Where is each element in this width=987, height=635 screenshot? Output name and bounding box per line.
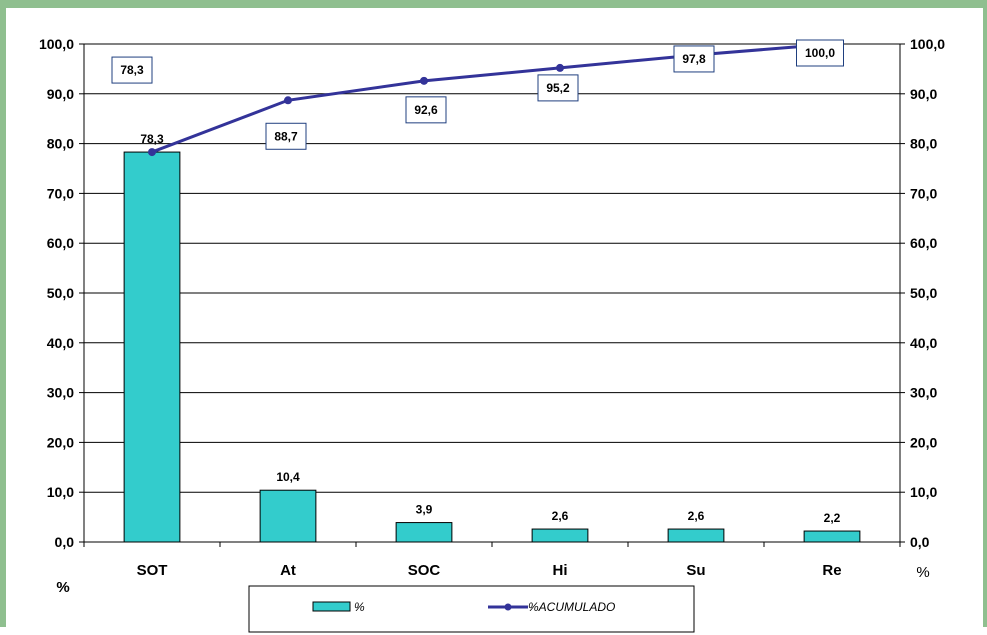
cumulative-marker [284, 96, 292, 105]
cumulative-value-callout: 97,8 [673, 45, 715, 73]
right-tick-label: 30,0 [910, 385, 937, 401]
legend: % %ACUMULADO [248, 585, 695, 633]
bar-value-label: 10,4 [276, 470, 300, 484]
cumulative-value-label: 100,0 [805, 46, 835, 60]
left-tick-label: 40,0 [47, 335, 74, 351]
bar [667, 528, 725, 543]
bar [259, 489, 317, 543]
cumulative-line-series [148, 40, 836, 157]
legend-line-marker [504, 603, 512, 611]
bar-value-label: 3,9 [416, 503, 433, 517]
category-label: Re [822, 562, 841, 579]
axes: 0,0 0,0 10,0 10,0 20,0 20,0 30,0 30,0 40,0 40,0 50… [39, 36, 945, 579]
legend-bar-label: % [354, 600, 365, 614]
left-tick-label: 20,0 [47, 434, 74, 450]
cumulative-marker [148, 148, 156, 157]
left-tick-label: 0,0 [55, 534, 75, 550]
bar [395, 522, 453, 543]
bar-value-label: 2,2 [824, 511, 841, 525]
cumulative-value-callout: 92,6 [405, 96, 447, 124]
right-tick-label: 20,0 [910, 434, 937, 450]
bar [123, 151, 181, 543]
bar-value-label: 2,6 [552, 509, 569, 523]
cumulative-value-callout: 88,7 [265, 122, 307, 150]
right-tick-label: 90,0 [910, 86, 937, 102]
bar [531, 528, 589, 543]
cumulative-value-label: 97,8 [682, 52, 706, 66]
right-tick-label: 50,0 [910, 285, 937, 301]
right-axis-unit: % [916, 564, 929, 581]
callout-box [405, 96, 447, 124]
bar-value-label: 78,3 [140, 132, 164, 146]
left-tick-label: 100,0 [39, 36, 74, 52]
cumulative-line [151, 42, 833, 154]
right-tick-label: 60,0 [910, 235, 937, 251]
cumulative-value-label: 78,3 [120, 63, 144, 77]
category-label: Hi [553, 562, 568, 579]
bar-series [123, 151, 861, 543]
cumulative-marker [556, 63, 564, 72]
callout-box [796, 39, 844, 67]
left-tick-label: 70,0 [47, 185, 74, 201]
callout-box [673, 45, 715, 73]
right-tick-label: 10,0 [910, 484, 937, 500]
data-labels: 78,3 10,4 3,9 2,6 2,6 2,2 78,3 88,7 92,6 95,2 97,8… [111, 39, 844, 525]
cumulative-marker [420, 76, 428, 85]
cumulative-value-label: 88,7 [274, 129, 298, 143]
left-axis-unit: % [56, 579, 69, 596]
legend-bar-swatch [312, 601, 351, 612]
category-label: SOC [408, 562, 441, 579]
left-tick-label: 80,0 [47, 136, 74, 152]
callout-box [537, 74, 579, 102]
callout-box [265, 122, 307, 150]
cumulative-value-label: 92,6 [414, 103, 438, 117]
right-tick-label: 80,0 [910, 136, 937, 152]
cumulative-value-callout: 78,3 [111, 56, 153, 84]
right-tick-label: 40,0 [910, 335, 937, 351]
pareto-chart: 0,0 0,0 10,0 10,0 20,0 20,0 30,0 30,0 40,0 40,0 50… [39, 36, 945, 633]
callout-box [111, 56, 153, 84]
right-tick-label: 0,0 [910, 534, 930, 550]
left-tick-label: 10,0 [47, 484, 74, 500]
left-tick-label: 60,0 [47, 235, 74, 251]
bar [803, 530, 861, 543]
cumulative-value-callout: 95,2 [537, 74, 579, 102]
legend-line-label: %ACUMULADO [528, 600, 615, 614]
category-label: At [280, 562, 296, 579]
left-tick-label: 50,0 [47, 285, 74, 301]
left-tick-label: 30,0 [47, 385, 74, 401]
right-tick-label: 100,0 [910, 36, 945, 52]
cumulative-value-label: 95,2 [546, 81, 570, 95]
bar-value-label: 2,6 [688, 509, 705, 523]
category-label: Su [686, 562, 705, 579]
cumulative-value-callout: 100,0 [796, 39, 844, 67]
gridlines [84, 43, 900, 543]
right-tick-label: 70,0 [910, 185, 937, 201]
left-tick-label: 90,0 [47, 86, 74, 102]
category-label: SOT [137, 562, 168, 579]
